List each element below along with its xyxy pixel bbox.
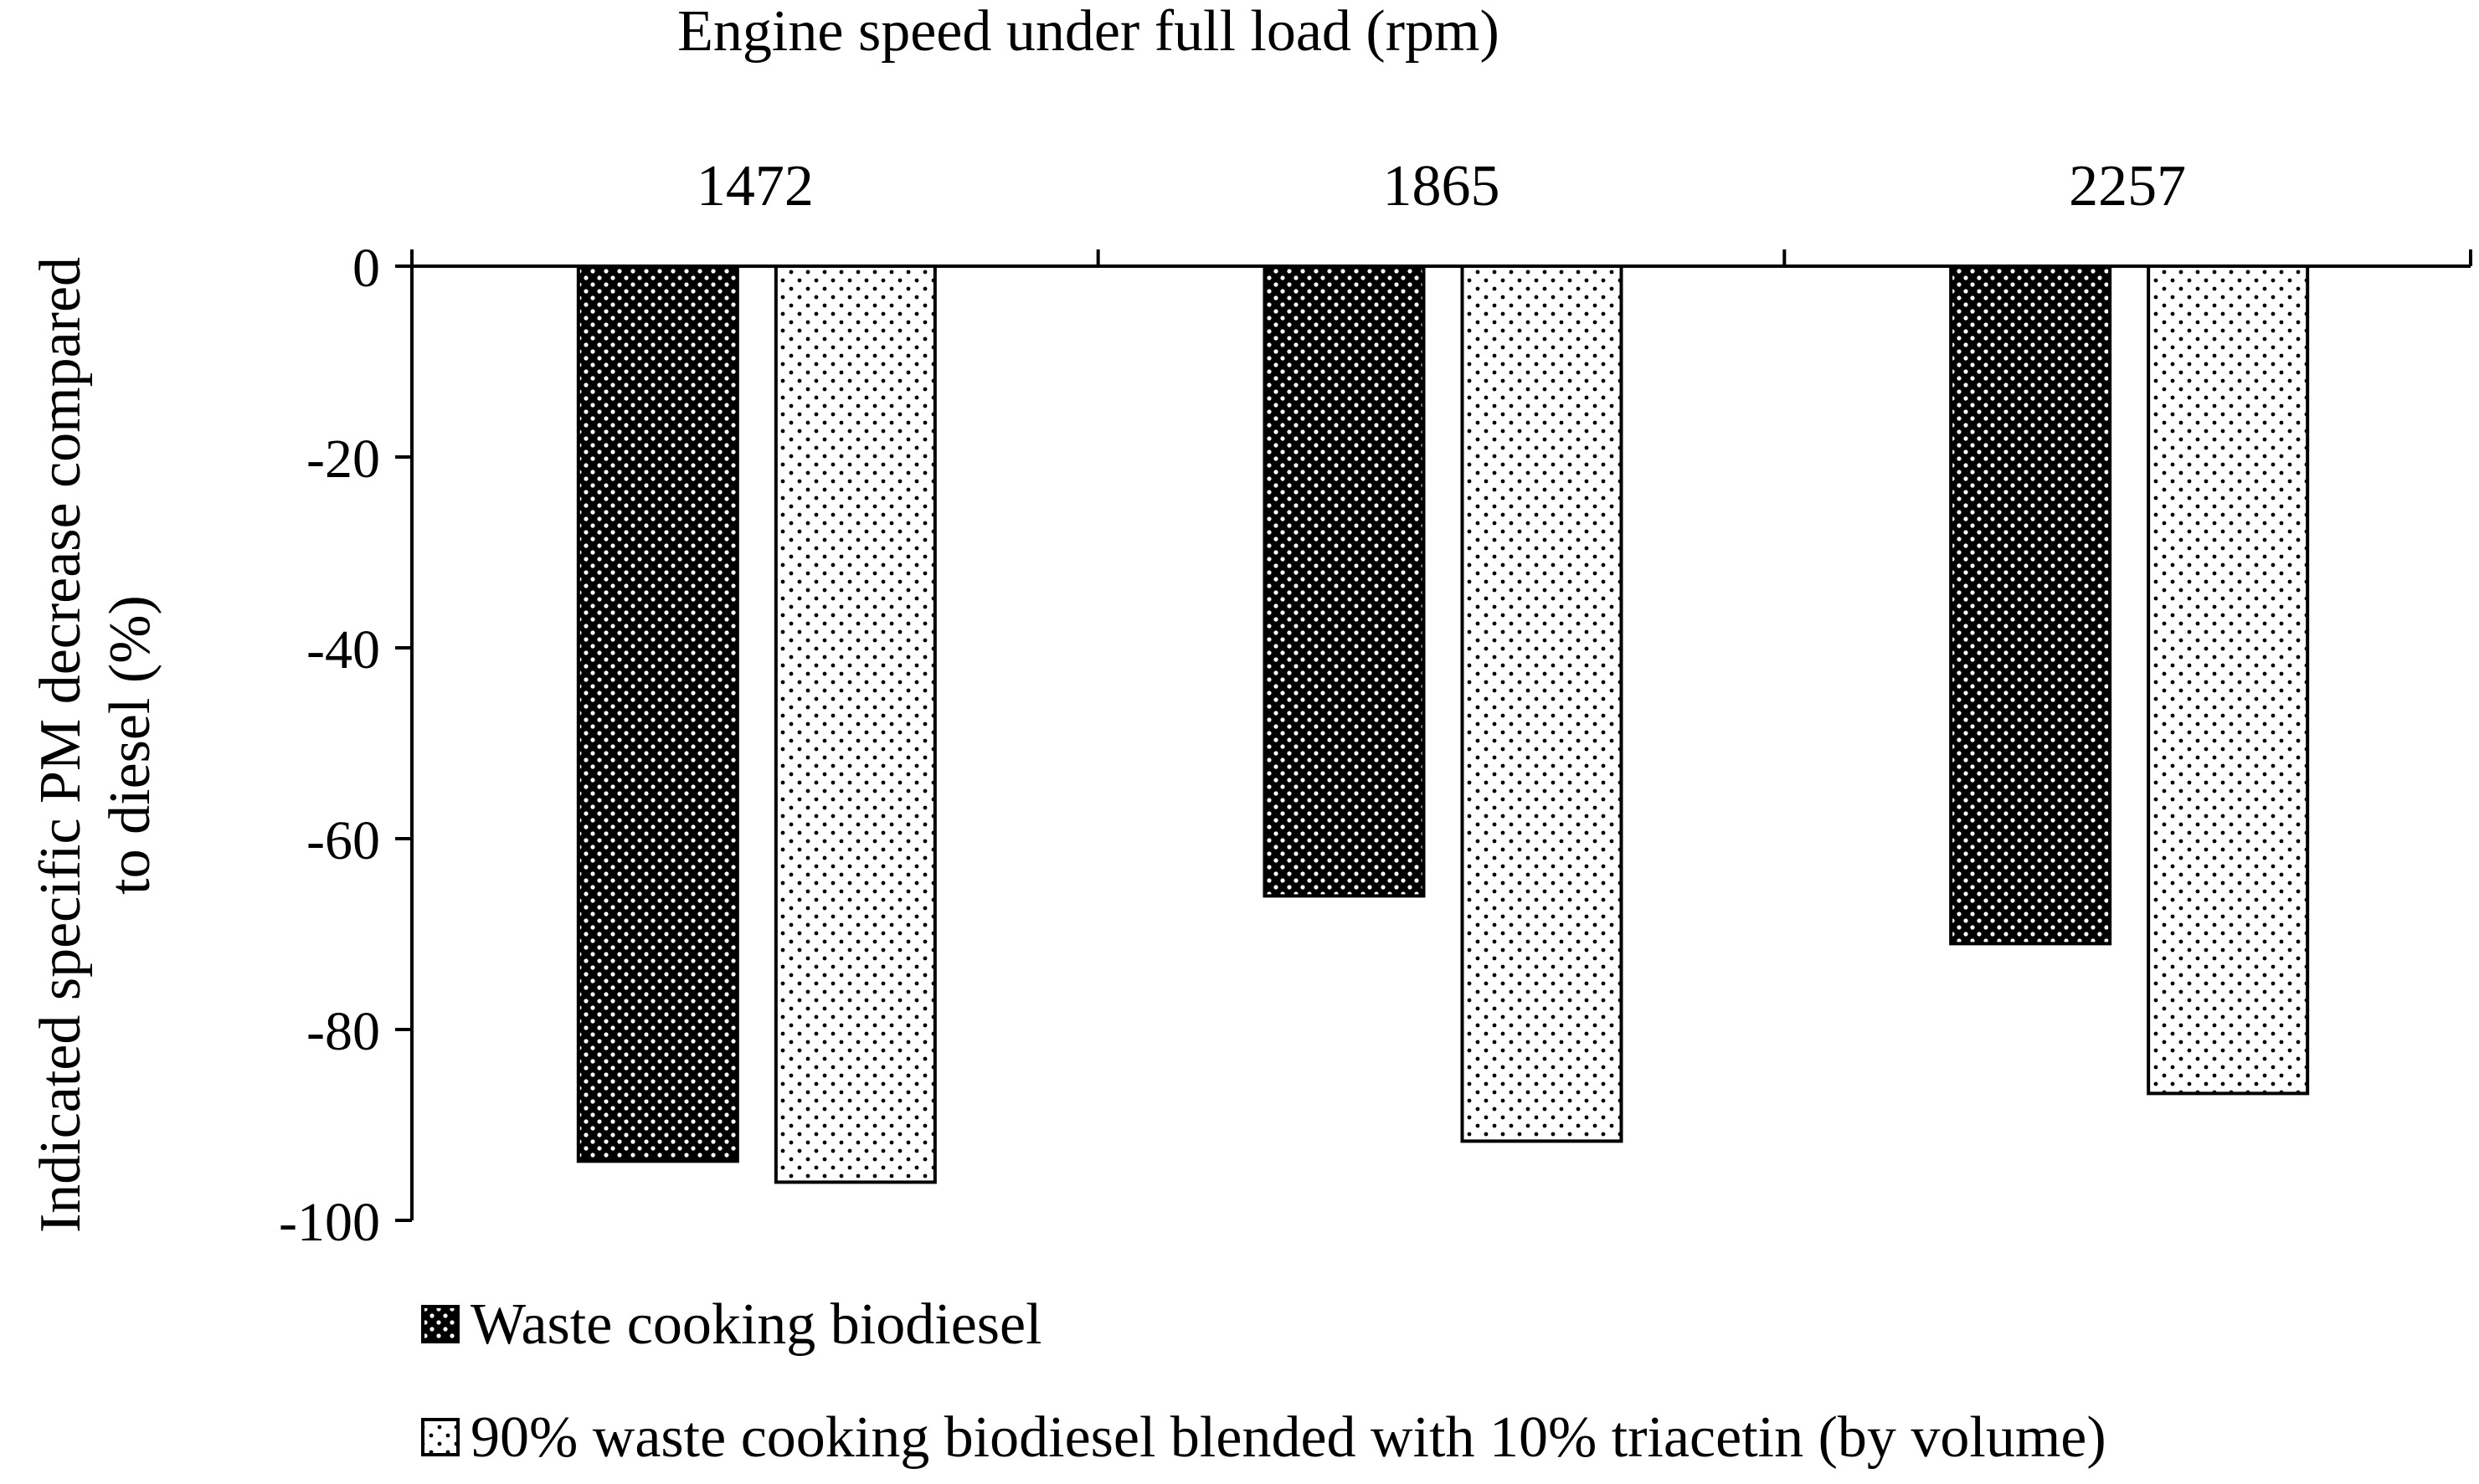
- bars-group: [576, 264, 2310, 1184]
- axes-group: [395, 249, 2472, 1222]
- y-tick-label: -20: [306, 429, 380, 490]
- legend-swatch-series-2: [421, 1418, 460, 1456]
- y-tick-label: -60: [306, 810, 380, 871]
- bar-series-2-1472: [774, 264, 937, 1184]
- legend: Waste cooking biodiesel 90% waste cooking…: [421, 1292, 2106, 1470]
- y-axis-title-line-2: to diesel (%): [98, 595, 162, 895]
- bar-series-2-2257: [2147, 264, 2310, 1096]
- bar-series-1-1472: [576, 264, 739, 1163]
- legend-swatch-series-1: [421, 1305, 460, 1343]
- legend-label-series-1: Waste cooking biodiesel: [471, 1292, 1042, 1357]
- y-tick-label: 0: [352, 238, 380, 299]
- x-tick-label: 2257: [2069, 154, 2186, 218]
- y-tick-label: -100: [279, 1192, 380, 1253]
- y-axis-title-line-1: Indicated specific PM decrease compared: [28, 257, 93, 1233]
- x-tick-label: 1865: [1383, 154, 1500, 218]
- x-axis-title: Engine speed under full load (rpm): [677, 0, 1499, 64]
- bar-series-1-1865: [1263, 264, 1426, 898]
- legend-label-series-2: 90% waste cooking biodiesel blended with…: [471, 1405, 2106, 1470]
- x-tick-label: 1472: [697, 154, 814, 218]
- bar-series-1-2257: [1949, 264, 2112, 946]
- bar-series-2-1865: [1460, 264, 1623, 1143]
- y-tick-label: -80: [306, 1001, 380, 1062]
- y-tick-label: -40: [306, 619, 380, 680]
- tick-labels-group: 0 -20 -40 -60 -80 -100 1472 1865 2257: [279, 154, 2186, 1253]
